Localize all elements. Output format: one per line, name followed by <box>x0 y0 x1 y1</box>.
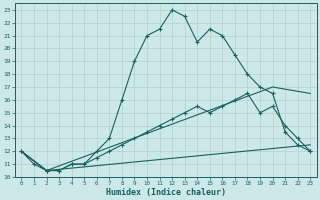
X-axis label: Humidex (Indice chaleur): Humidex (Indice chaleur) <box>106 188 226 197</box>
